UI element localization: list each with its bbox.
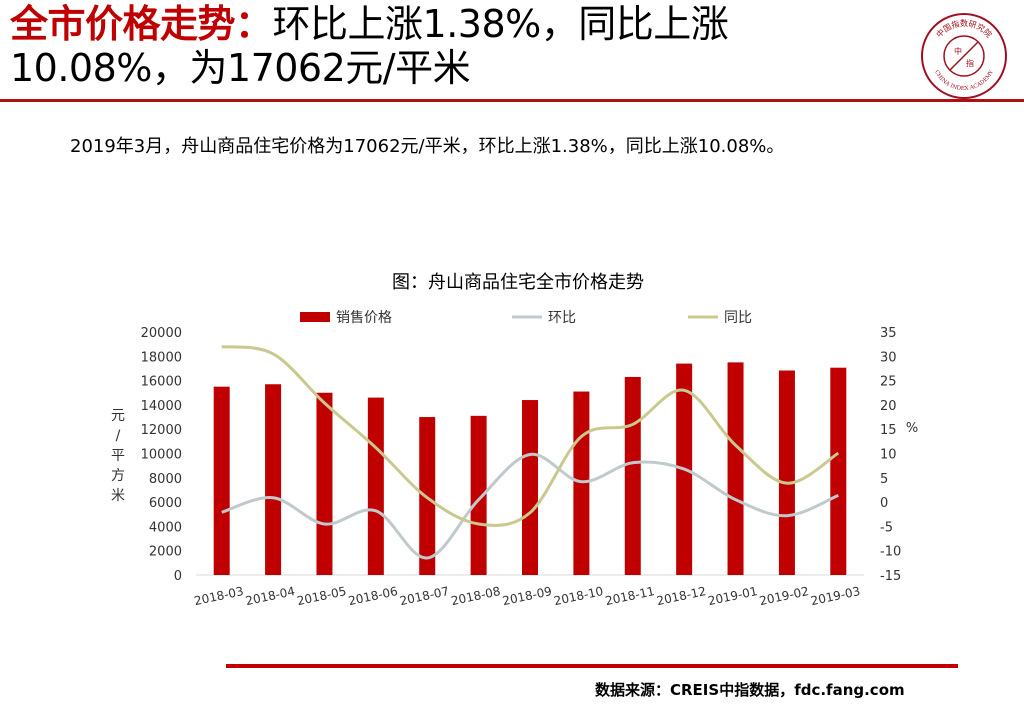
y-axis-label-char: /: [116, 428, 121, 444]
y2-tick-label: -5: [880, 520, 893, 535]
y-axis-label-char: 元: [111, 408, 125, 424]
y2-tick-label: 25: [880, 375, 897, 390]
x-tick-label: 2018-09: [501, 584, 553, 608]
bar-sales-price: [470, 415, 487, 575]
y-tick-label: 16000: [141, 375, 182, 390]
x-tick-label: 2018-06: [347, 584, 399, 608]
title-divider: [0, 99, 1024, 102]
bar-sales-price: [727, 362, 744, 575]
y-tick-label: 4000: [149, 520, 182, 535]
data-source: 数据来源：CREIS中指数据，fdc.fang.com: [595, 681, 905, 699]
x-tick-label: 2018-03: [193, 584, 245, 608]
bar-sales-price: [213, 386, 230, 575]
y-tick-label: 6000: [149, 496, 182, 511]
y2-tick-label: 30: [880, 350, 897, 365]
title-line-2: 10.08%，为17062元/平米: [10, 46, 471, 90]
chart-title: 图：舟山商品住宅全市价格走势: [392, 272, 644, 293]
y-tick-label: 18000: [141, 350, 182, 365]
x-tick-label: 2018-08: [450, 584, 502, 608]
y2-tick-label: 20: [880, 399, 897, 414]
page-title: 全市价格走势：环比上涨1.38%，同比上涨 10.08%，为17062元/平米: [10, 2, 890, 90]
y2-tick-label: 10: [880, 448, 897, 463]
x-tick-label: 2019-01: [707, 584, 759, 608]
china-index-academy-logo: 中国指数研究院 CHINA INDEX ACADEMY 中 指: [921, 13, 1007, 99]
x-tick-label: 2019-03: [809, 584, 861, 608]
x-tick-label: 2019-02: [758, 584, 810, 608]
logo-center-right: 指: [966, 58, 974, 68]
bar-series: [213, 362, 847, 575]
bar-sales-price: [367, 397, 384, 575]
x-tick-label: 2018-04: [244, 584, 296, 608]
y-tick-label: 8000: [149, 472, 182, 487]
title-text: 环比上涨1.38%，同比上涨: [272, 2, 729, 46]
y2-axis-label: %: [906, 421, 918, 436]
y-axis-label-char: 平: [111, 448, 125, 464]
line-series: [221, 345, 840, 560]
legend-swatch-bar: [300, 312, 330, 322]
logo-center-left: 中: [954, 46, 962, 56]
x-tick-label: 2018-05: [296, 584, 348, 608]
x-tick-label: 2018-07: [398, 584, 450, 608]
chart-legend: 销售价格 环比 同比: [300, 310, 752, 326]
title-line-1: 全市价格走势：环比上涨1.38%，同比上涨: [10, 2, 890, 46]
y-tick-label: 2000: [149, 545, 182, 560]
summary-text: 2019年3月，舟山商品住宅价格为17062元/平米，环比上涨1.38%，同比上…: [70, 136, 785, 157]
bar-sales-price: [830, 367, 847, 575]
legend-label: 同比: [724, 310, 752, 326]
y-tick-label: 12000: [141, 423, 182, 438]
bar-sales-price: [522, 400, 538, 575]
y2-tick-label: -15: [880, 569, 901, 584]
y-tick-label: 14000: [141, 399, 182, 414]
chart-axes: 0 2000 4000 6000 8000 10000 12000 14000 16000 180…: [111, 326, 918, 608]
bar-sales-price: [316, 392, 333, 575]
bar-sales-price: [573, 391, 590, 575]
line-mom: [221, 452, 839, 560]
bar-sales-price: [265, 384, 282, 575]
bar-sales-price: [624, 376, 641, 575]
footer-divider: [226, 664, 958, 668]
x-tick-label: 2018-10: [553, 584, 605, 608]
y2-tick-label: -10: [880, 545, 901, 560]
title-highlight: 全市价格走势：: [10, 2, 273, 46]
x-tick-label: 2018-12: [655, 584, 707, 608]
y-axis-label-char: 米: [111, 488, 125, 504]
y-axis-label-char: 方: [111, 468, 125, 484]
y2-tick-label: 5: [880, 472, 888, 487]
y-tick-label: 20000: [141, 326, 182, 341]
legend-label: 环比: [548, 310, 576, 326]
legend-label: 销售价格: [336, 310, 392, 326]
y2-tick-label: 15: [880, 423, 897, 438]
y2-tick-label: 35: [880, 326, 897, 341]
y-tick-label: 10000: [141, 448, 182, 463]
bar-sales-price: [778, 370, 795, 575]
x-tick-label: 2018-11: [604, 584, 656, 608]
y2-tick-label: 0: [880, 496, 888, 511]
line-yoy: [221, 345, 840, 527]
y-tick-label: 0: [174, 569, 182, 584]
